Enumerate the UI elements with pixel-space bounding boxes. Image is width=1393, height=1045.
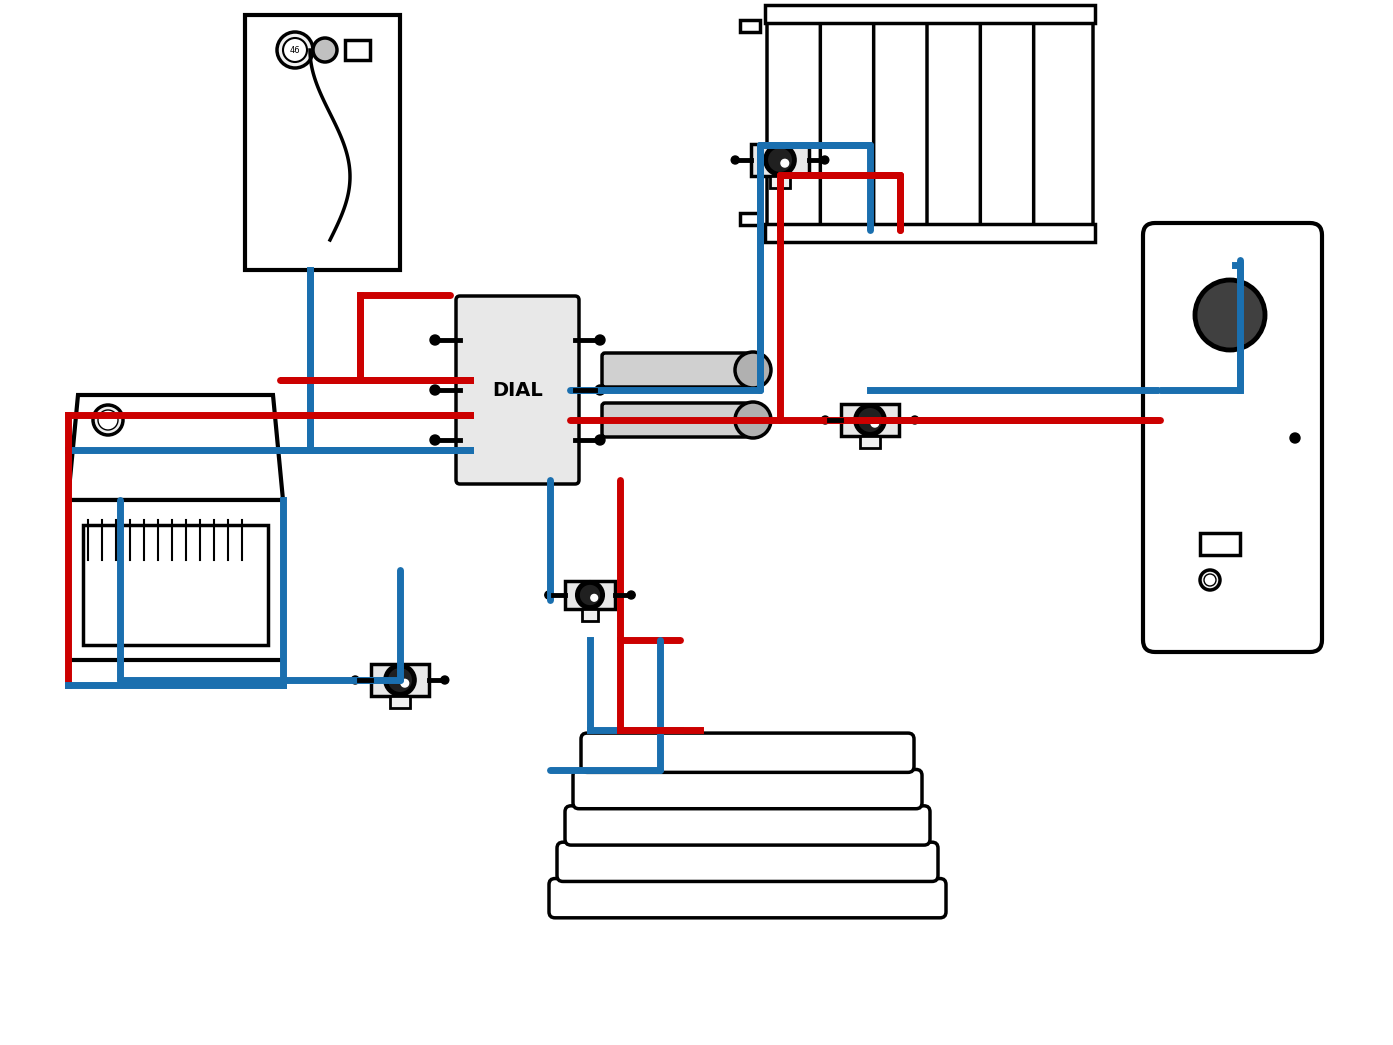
Circle shape: [351, 676, 359, 684]
Bar: [751, 144, 809, 176]
Circle shape: [736, 402, 770, 438]
Bar: [245, 15, 400, 270]
Circle shape: [401, 679, 408, 687]
Circle shape: [430, 385, 440, 395]
Bar: [770, 176, 790, 188]
Circle shape: [591, 595, 598, 601]
FancyBboxPatch shape: [1034, 15, 1094, 230]
Circle shape: [911, 416, 919, 424]
Circle shape: [736, 352, 770, 388]
Circle shape: [871, 419, 879, 427]
Text: DIAL: DIAL: [492, 380, 543, 399]
FancyBboxPatch shape: [573, 769, 922, 809]
Text: 46: 46: [290, 46, 301, 54]
FancyBboxPatch shape: [768, 15, 826, 230]
Circle shape: [1204, 574, 1216, 586]
Bar: [371, 664, 429, 696]
Circle shape: [820, 156, 829, 164]
Circle shape: [1199, 570, 1220, 590]
Circle shape: [766, 145, 794, 175]
Circle shape: [93, 405, 123, 435]
Bar: [765, 224, 1095, 242]
Circle shape: [595, 335, 605, 345]
Bar: [68, 500, 283, 660]
Bar: [84, 525, 267, 645]
Circle shape: [855, 405, 885, 435]
Circle shape: [98, 410, 118, 429]
FancyBboxPatch shape: [549, 879, 946, 918]
Circle shape: [277, 32, 313, 68]
Circle shape: [440, 676, 449, 684]
FancyBboxPatch shape: [820, 15, 879, 230]
FancyBboxPatch shape: [456, 296, 579, 484]
Bar: [390, 696, 410, 709]
Polygon shape: [68, 395, 283, 500]
Circle shape: [430, 335, 440, 345]
Bar: [582, 609, 599, 621]
FancyBboxPatch shape: [873, 15, 933, 230]
FancyBboxPatch shape: [602, 403, 748, 437]
Bar: [765, 5, 1095, 23]
FancyBboxPatch shape: [981, 15, 1039, 230]
Bar: [564, 581, 616, 609]
Circle shape: [545, 591, 553, 599]
Circle shape: [386, 666, 414, 694]
Bar: [1199, 533, 1240, 555]
FancyBboxPatch shape: [557, 842, 937, 881]
Circle shape: [1290, 433, 1300, 443]
Circle shape: [731, 156, 740, 164]
Circle shape: [578, 582, 603, 607]
Bar: [861, 436, 879, 448]
Circle shape: [430, 435, 440, 445]
Circle shape: [822, 416, 829, 424]
Bar: [345, 40, 371, 60]
Bar: [740, 20, 761, 32]
Circle shape: [313, 38, 337, 62]
FancyBboxPatch shape: [566, 806, 931, 845]
FancyBboxPatch shape: [602, 353, 748, 387]
Circle shape: [781, 159, 788, 167]
Circle shape: [595, 385, 605, 395]
Circle shape: [1195, 280, 1265, 350]
Circle shape: [283, 38, 306, 62]
FancyBboxPatch shape: [926, 15, 986, 230]
FancyBboxPatch shape: [1144, 223, 1322, 652]
Bar: [740, 213, 761, 225]
Circle shape: [595, 435, 605, 445]
FancyBboxPatch shape: [581, 734, 914, 772]
Circle shape: [627, 591, 635, 599]
Bar: [841, 404, 898, 436]
